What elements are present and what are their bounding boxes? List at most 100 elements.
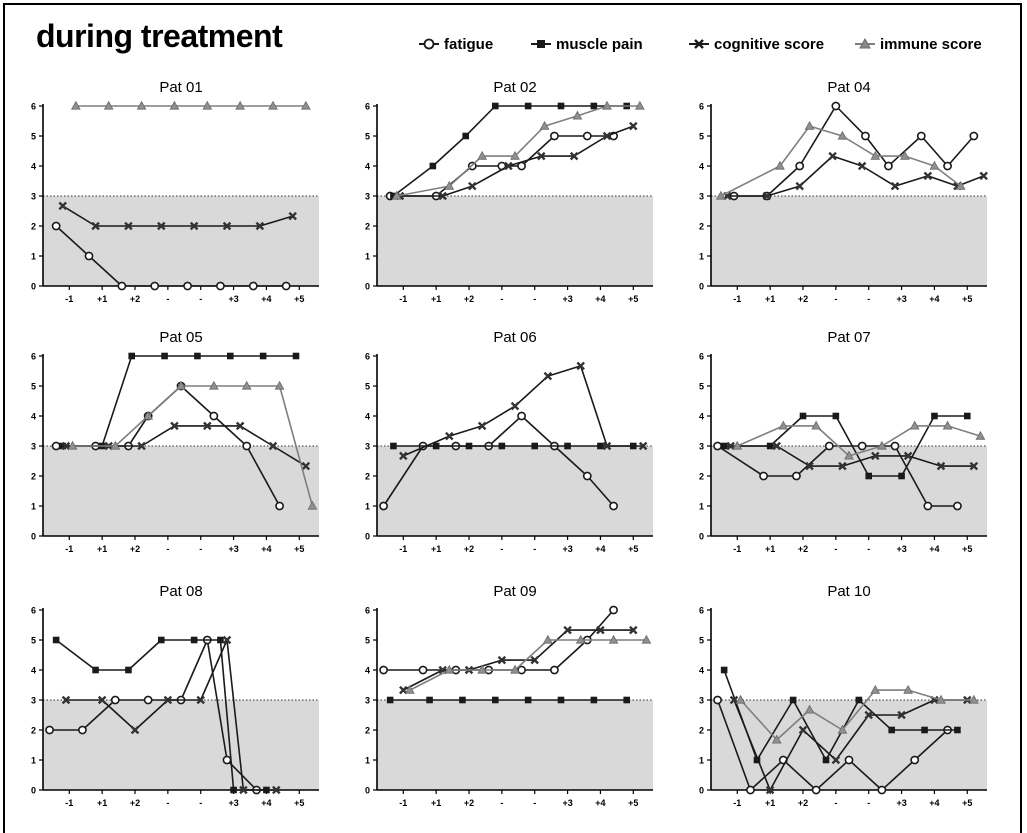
cognitive-score-point-5 [222,635,232,645]
y-tick-label: 2 [365,222,370,232]
x-tick-label: +1 [431,544,441,554]
y-tick-label: 2 [31,472,36,482]
x-tick-label: +5 [628,798,638,808]
x-tick-label: +3 [896,544,906,554]
immune-score-point-5 [903,684,914,694]
y-tick-label: 6 [365,352,370,362]
y-tick-label: 3 [365,192,370,202]
cognitive-score-point-6 [239,785,248,795]
cognitive-score-point-6 [923,171,933,181]
fatigue-point-7 [609,605,618,615]
shaded-region [377,196,653,286]
series-line-cognitive-score [733,699,968,791]
muscle-pain-point-4 [865,472,873,480]
cognitive-score-point-8 [979,171,988,181]
x-tick-label: +3 [228,294,238,304]
cognitive-score-point-1 [91,221,100,231]
immune-score-point-4 [208,380,219,390]
y-tick-label: 4 [31,666,36,676]
legend-item-immune-score: immune score [854,30,982,58]
immune-score-point-4 [870,150,881,160]
y-tick-label: 3 [31,192,36,202]
x-tick-label: - [166,294,169,304]
series-line-fatigue [55,225,287,287]
immune-score-point-0 [70,100,81,110]
series-line-cognitive-score [66,639,277,791]
fatigue-point-0 [713,441,722,451]
y-tick-label: 3 [699,442,704,452]
legend-item-fatigue: fatigue [418,30,493,58]
series-line-immune-score [396,105,640,197]
fatigue-point-4 [517,411,526,421]
cognitive-score-point-3 [838,461,847,471]
immune-score-point-2 [477,150,488,160]
shaded-region [711,196,987,286]
series-line-immune-score [736,425,981,457]
muscle-pain-point-7 [954,726,961,734]
fatigue-point-7 [943,161,952,171]
fatigue-marker-icon [419,38,439,50]
y-tick-label: 4 [699,162,704,172]
muscle-pain-point-3 [832,412,840,420]
muscle-pain-point-7 [623,696,631,704]
cognitive-score-point-2 [477,421,487,431]
x-tick-label: +2 [464,544,474,554]
cognitive-score-point-0 [399,685,408,695]
cognitive-score-point-5 [890,181,900,191]
y-tick-label: 2 [31,726,36,736]
muscle-pain-point-0 [386,696,394,704]
cognitive-score-point-5 [222,221,232,231]
cognitive-score-point-2 [798,725,808,735]
cognitive-score-point-4 [543,371,553,381]
x-tick-label: +5 [294,798,304,808]
immune-score-point-7 [300,100,311,110]
fatigue-point-6 [916,131,926,141]
y-tick-label: 5 [699,382,704,392]
immune-score-point-6 [608,634,619,644]
x-tick-label: +1 [97,544,107,554]
y-tick-label: 5 [365,382,370,392]
fatigue-point-1 [84,251,94,261]
muscle-pain-point-2 [128,352,136,360]
muscle-pain-point-2 [125,666,132,674]
fatigue-point-6 [248,281,258,291]
immune-score-point-3 [510,150,520,160]
y-tick-label: 6 [365,102,370,112]
series-line-cognitive-score [402,365,644,457]
x-tick-label: - [199,798,202,808]
x-tick-label: -1 [399,798,407,808]
cognitive-score-point-7 [629,625,638,635]
fatigue-point-0 [51,441,61,451]
fatigue-point-2 [795,161,805,171]
y-tick-label: 1 [365,252,370,262]
x-tick-label: - [834,544,837,554]
cognitive-score-point-4 [871,451,880,461]
cognitive-score-point-3 [510,401,520,411]
muscle-pain-point-0 [52,636,60,644]
immune-score-point-0 [735,694,746,704]
muscle-pain-point-1 [92,666,99,674]
x-tick-label: +5 [294,294,304,304]
legend-label-fatigue: fatigue [444,35,494,53]
immune-score-point-7 [307,500,318,510]
cognitive-score-point-7 [969,461,979,471]
legend: fatigue muscle pain cognitive score immu… [418,30,1018,58]
fatigue-point-5 [884,161,893,171]
muscle-pain-point-2 [799,412,807,420]
muscle-pain-point-2 [465,442,473,450]
panel-pat-10: 0 1 2 3 4 5 6 -1 +1 +2 - - +3 +4 +5 Pat 10 [699,583,987,808]
y-tick-label: 4 [699,666,704,676]
cognitive-score-point-6 [268,441,278,451]
x-tick-label: - [166,798,169,808]
muscle-pain-point-3 [498,442,506,450]
y-tick-label: 5 [31,382,36,392]
x-tick-label: +1 [97,798,107,808]
cognitive-score-point-6 [596,625,605,635]
fatigue-point-1 [78,725,87,735]
series-line-fatigue [390,135,614,197]
y-tick-label: 6 [365,606,370,616]
panel-pat-02: 0 1 2 3 4 5 6 -1 +1 +2 - - +3 +4 +5 Pat 02 [365,79,653,304]
immune-score-point-7 [634,100,645,110]
muscle-pain-point-5 [217,636,224,644]
immune-marker-icon [855,37,875,49]
